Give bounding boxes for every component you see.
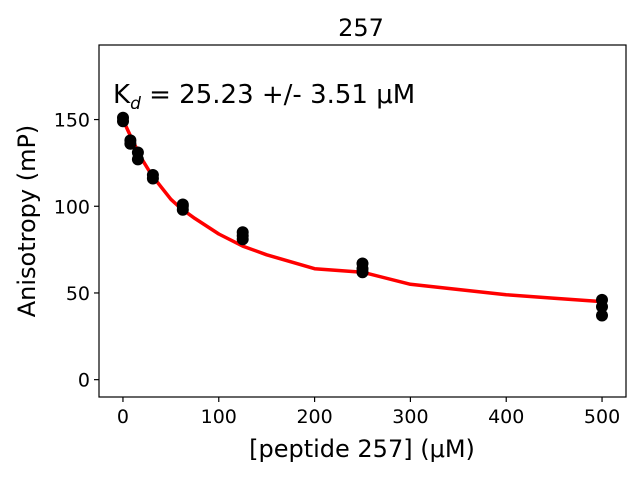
data-point (236, 229, 249, 242)
x-tick-label: 200 (296, 406, 332, 428)
y-tick-label: 100 (54, 196, 90, 218)
x-axis-label: [peptide 257] (μM) (249, 435, 475, 463)
x-tick-label: 0 (117, 406, 129, 428)
data-point (176, 200, 189, 213)
data-point (596, 300, 608, 313)
y-tick-label: 0 (78, 370, 90, 392)
kd-symbol: K (113, 80, 131, 110)
kd-subscript: d (130, 94, 141, 114)
data-point (131, 153, 144, 166)
plot-area (117, 111, 608, 322)
x-tick-label: 500 (584, 406, 620, 428)
axes-frame (98, 44, 627, 398)
chart-title: 257 (338, 14, 384, 42)
kd-unit: μM (376, 80, 415, 110)
y-tick-label: 50 (66, 283, 90, 305)
data-point (596, 309, 608, 322)
data-point (146, 172, 159, 185)
kd-annotation: Kd = 25.23 +/- 3.51 μM (113, 80, 415, 114)
data-point (356, 262, 369, 275)
x-tick-label: 300 (392, 406, 428, 428)
y-axis-label: Anisotropy (mP) (13, 125, 41, 318)
x-tick-label: 400 (488, 406, 524, 428)
x-tick-label: 100 (201, 406, 237, 428)
data-point (124, 137, 137, 150)
data-point (117, 115, 129, 128)
kd-value: = 25.23 +/- 3.51 (141, 80, 376, 110)
y-tick-label: 150 (54, 110, 90, 132)
axes: 0 100 200 300 400 500 0 50 100 150 (54, 44, 627, 428)
